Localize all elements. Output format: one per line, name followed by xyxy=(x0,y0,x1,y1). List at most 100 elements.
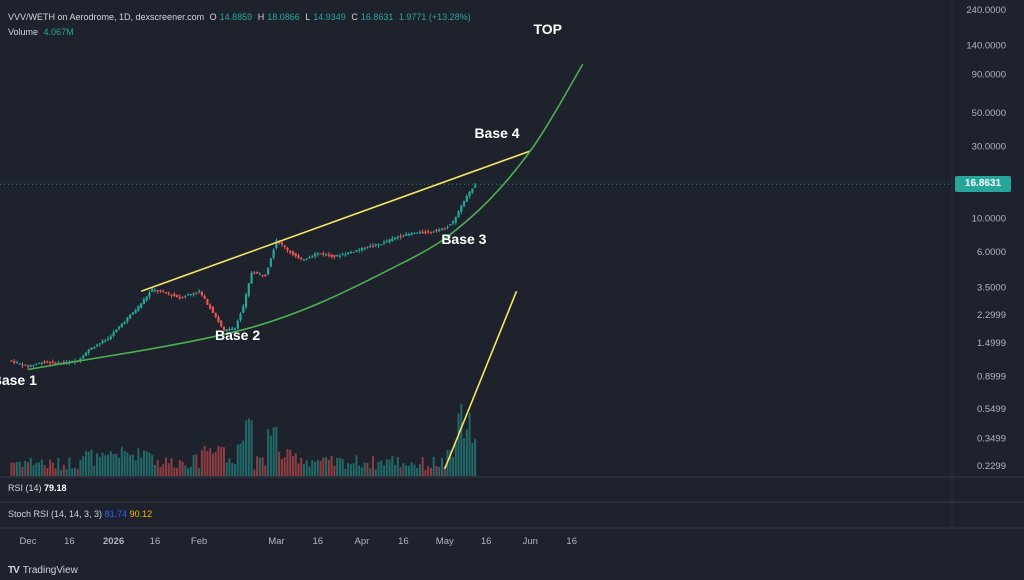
volume-bar xyxy=(21,466,24,476)
candle xyxy=(117,326,121,329)
volume-bar xyxy=(474,439,477,476)
volume-bar xyxy=(170,458,173,476)
candle xyxy=(377,244,380,246)
candle xyxy=(349,251,353,253)
candle xyxy=(178,296,181,298)
candle xyxy=(291,251,295,255)
volume-bar xyxy=(123,451,126,476)
volume-bar xyxy=(258,457,261,476)
candle xyxy=(264,274,267,277)
y-tick-label: 1.4999 xyxy=(977,338,1006,349)
volume-bar xyxy=(40,459,43,476)
volume-bar xyxy=(286,448,289,476)
volume-bar xyxy=(178,460,181,476)
candle xyxy=(95,344,99,346)
annotation-base-1: Base 1 xyxy=(0,372,37,389)
stoch-label-row[interactable]: Stoch RSI (14, 14, 3, 3) 81.74 90.12 xyxy=(8,509,152,519)
volume-bar xyxy=(32,465,35,476)
volume-bar xyxy=(369,468,372,476)
volume-bar xyxy=(203,445,206,476)
volume-bar xyxy=(264,465,267,476)
volume-bar xyxy=(452,456,455,476)
stoch-k-value: 81.74 xyxy=(104,509,128,519)
volume-bar xyxy=(352,462,355,476)
candle xyxy=(57,362,60,364)
candle xyxy=(206,299,209,305)
candle xyxy=(474,185,477,188)
candle xyxy=(300,257,303,260)
volume-bar xyxy=(107,454,110,476)
candle xyxy=(424,231,427,233)
volume-bar xyxy=(93,465,96,476)
close-value: 16.8631 xyxy=(360,12,394,22)
volume-bar xyxy=(325,457,328,476)
x-tick-label: Jun xyxy=(523,536,538,547)
volume-bar xyxy=(416,467,419,476)
volume-bar xyxy=(291,456,294,476)
candle xyxy=(236,320,239,329)
open-key: O xyxy=(209,12,217,22)
candle xyxy=(297,255,300,258)
candle xyxy=(101,340,104,344)
volume-bar xyxy=(327,459,330,476)
volume-bar xyxy=(245,420,248,476)
candle xyxy=(261,274,264,276)
candle xyxy=(200,291,203,296)
volume-bar xyxy=(236,444,239,476)
volume-bar xyxy=(82,456,85,476)
candle xyxy=(131,312,134,315)
rsi-label-row[interactable]: RSI (14) 79.18 xyxy=(8,483,67,493)
candle xyxy=(109,336,112,339)
candle xyxy=(333,255,336,257)
candle xyxy=(327,254,330,256)
annotation-base-3: Base 3 xyxy=(441,231,487,248)
volume-bar xyxy=(250,420,253,476)
volume-bar xyxy=(29,457,32,476)
volume-bar xyxy=(140,457,143,476)
candle xyxy=(137,306,140,311)
volume-bar xyxy=(187,468,190,476)
volume-bar xyxy=(51,462,54,476)
volume-bar xyxy=(231,462,234,476)
candle xyxy=(352,251,355,253)
tradingview-footer[interactable]: TV TradingView xyxy=(8,565,78,576)
candle xyxy=(366,246,369,248)
volume-bar xyxy=(372,456,374,476)
volume-bar xyxy=(13,462,16,476)
volume-bar xyxy=(24,460,27,476)
candle xyxy=(98,343,101,345)
candle xyxy=(93,346,96,349)
candle xyxy=(410,233,413,236)
volume-bar xyxy=(471,443,474,476)
volume-bar xyxy=(167,463,170,476)
candle xyxy=(186,294,190,296)
volume-bar xyxy=(148,452,151,476)
y-tick-label: 30.0000 xyxy=(972,141,1006,152)
x-tick-label: Apr xyxy=(355,536,370,547)
candle xyxy=(79,358,82,361)
volume-bar xyxy=(289,450,292,476)
volume-bar xyxy=(308,466,311,476)
volume-bar xyxy=(311,460,314,476)
volume-bar xyxy=(421,457,424,476)
candle xyxy=(322,253,325,255)
volume-bar xyxy=(189,467,192,476)
candle xyxy=(374,244,377,246)
volume-bar xyxy=(303,463,305,476)
candle xyxy=(129,314,132,319)
candle xyxy=(51,361,54,363)
candle xyxy=(48,361,52,364)
candle xyxy=(468,191,471,197)
candle xyxy=(126,317,129,322)
candle xyxy=(106,338,110,340)
x-tick-label: 16 xyxy=(566,536,577,547)
candle xyxy=(247,283,250,296)
candle xyxy=(148,292,151,297)
candle xyxy=(305,258,308,260)
volume-bar xyxy=(18,461,21,476)
x-tick-label: 16 xyxy=(150,536,161,547)
symbol-line: VVV/WETH on Aerodrome, 1D, dexscreener.c… xyxy=(8,12,205,22)
volume-bar xyxy=(441,457,443,476)
volume-bar xyxy=(222,447,225,476)
